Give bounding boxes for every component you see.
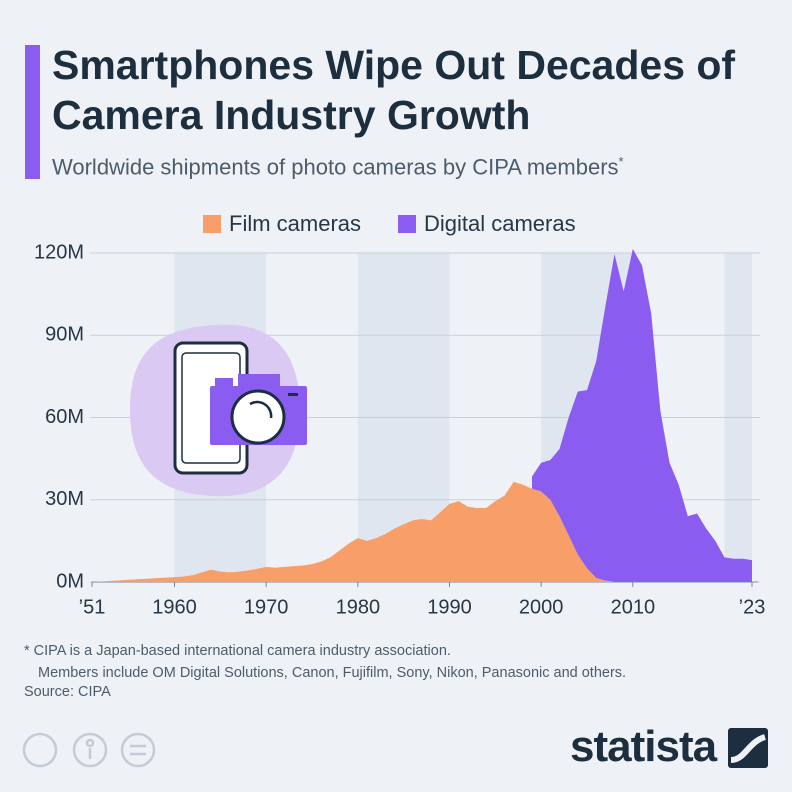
y-tick-label: 60M: [45, 406, 84, 428]
footnote-line: * CIPA is a Japan-based international ca…: [24, 643, 451, 659]
camera-lens: [230, 389, 286, 445]
footnote: * CIPA is a Japan-based international ca…: [24, 640, 626, 684]
title: Smartphones Wipe Out Decades of Camera I…: [52, 42, 736, 138]
license-icons: [22, 732, 156, 768]
chart-layer: ’51 1960 1970 1980 1990 2000 2010 ’23 Film camer…: [79, 211, 766, 618]
camera-button: [215, 378, 233, 388]
subtitle-marker: *: [618, 154, 624, 169]
x-tick-label: 1960: [152, 596, 197, 618]
logo: statista: [570, 722, 717, 771]
x-tick-label: ’51: [79, 596, 106, 618]
by-head: [85, 738, 95, 748]
area: [92, 481, 615, 582]
legend-label: Film cameras: [229, 211, 361, 236]
x-tick-label: 2000: [519, 596, 564, 618]
cc-icon: [22, 732, 58, 768]
lens-glare: [249, 400, 273, 419]
footnote-line: Members include OM Digital Solutions, Ca…: [38, 665, 627, 681]
legend-label: Digital cameras: [424, 211, 576, 236]
x-tick-label: ’23: [739, 596, 766, 618]
nd-icon: [120, 732, 156, 768]
by-icon: [72, 732, 108, 768]
y-tick-label: 90M: [45, 324, 84, 346]
subtitle-text: Worldwide shipments of photo cameras by …: [52, 154, 619, 180]
x-tick-label: 1970: [244, 596, 289, 618]
y-tick-label: 30M: [45, 488, 84, 510]
subtitle: Worldwide shipments of photo cameras by …: [52, 154, 624, 180]
x-tick-label: 2010: [611, 596, 656, 618]
y-tick-label: 0M: [56, 570, 84, 592]
logo-swoosh: [730, 734, 767, 763]
logo-mark: [728, 728, 768, 768]
camera-icon: [130, 324, 307, 497]
accent-bar: [25, 45, 40, 179]
source: Source: CIPA: [24, 684, 111, 700]
camera-flash: [288, 393, 298, 396]
legend-swatch: [398, 215, 416, 233]
camera-top: [238, 374, 280, 388]
x-tick-label: 1990: [427, 596, 472, 618]
x-tick-label: 1980: [336, 596, 381, 618]
area: [532, 248, 752, 582]
y-tick-label: 120M: [34, 241, 84, 263]
legend-swatch: [203, 215, 221, 233]
